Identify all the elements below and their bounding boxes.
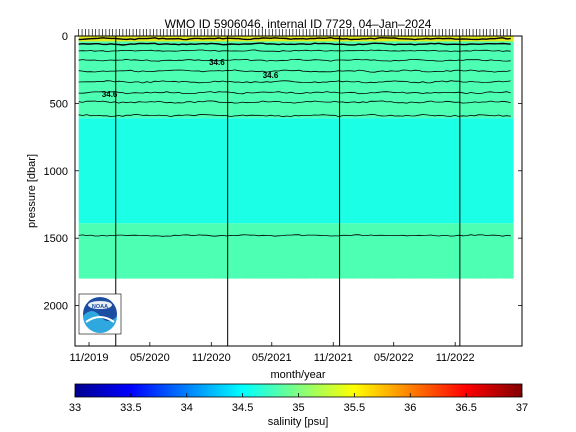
- x-tick-label: 11/2020: [192, 352, 231, 364]
- svg-text:NOAA: NOAA: [92, 304, 108, 310]
- contour-label: 34.6: [209, 58, 225, 67]
- isohaline: [78, 58, 511, 62]
- plot-area: 34.6 34.6 34.6: [75, 36, 522, 346]
- contour-labels: 34.6 34.6 34.6: [102, 58, 279, 99]
- colorbar-tick-label: 37: [516, 402, 528, 414]
- gap: [371, 278, 375, 290]
- y-tick-label: 2000: [44, 301, 68, 313]
- profile-markers: [78, 29, 511, 36]
- colorbar-tick-label: 33: [69, 402, 81, 414]
- x-axis: 11/2019 05/2020 11/2020 05/2021 11/2021 05/20…: [70, 342, 475, 364]
- isohaline: [78, 42, 511, 46]
- chart-title: WMO ID 5906046, internal ID 7729, 04–Jan…: [165, 17, 432, 31]
- isohaline: [78, 80, 511, 84]
- gap: [329, 278, 333, 290]
- salinity-zone: [78, 118, 514, 224]
- colorbar-tick-label: 35.5: [344, 402, 365, 414]
- x-tick-label: 11/2019: [70, 352, 109, 364]
- salinity-zone: [78, 36, 514, 119]
- salinity-field: [78, 36, 514, 279]
- x-tick-label: 11/2021: [314, 352, 353, 364]
- isohaline: [78, 49, 511, 53]
- y-tick-label: 500: [50, 98, 68, 110]
- gap: [429, 278, 433, 290]
- plot-frame: [74, 35, 523, 347]
- colorbar-tick-label: 34.5: [232, 402, 253, 414]
- x-tick-label: 05/2020: [130, 352, 170, 364]
- isohaline: [78, 91, 511, 95]
- gap: [498, 278, 503, 290]
- isohaline: [78, 234, 511, 237]
- y-tick-label: 1000: [44, 166, 68, 178]
- colorbar-tick-label: 35: [292, 402, 304, 414]
- gap: [286, 278, 289, 290]
- isohaline: [78, 36, 511, 41]
- gap: [396, 278, 401, 290]
- x-tick-label: 05/2022: [374, 352, 414, 364]
- isohaline: [78, 69, 511, 73]
- y-tick-label: 0: [62, 31, 68, 43]
- gap: [357, 278, 360, 290]
- colorbar-ticks: 33 33.5 34 34.5 35 35.5 36 36.5 37: [69, 393, 528, 414]
- y-axis-label: pressure [dbar]: [26, 154, 38, 228]
- gap: [239, 278, 243, 290]
- contour-label: 34.6: [102, 90, 118, 99]
- colorbar-tick-label: 34: [181, 402, 193, 414]
- colorbar-label: salinity [psu]: [268, 416, 329, 428]
- gap: [309, 278, 315, 290]
- isohaline: [78, 114, 511, 118]
- colorbar-tick-label: 36.5: [455, 402, 476, 414]
- gap: [419, 278, 423, 290]
- noaa-logo: NOAA: [78, 293, 122, 335]
- gap: [345, 278, 349, 290]
- cycle-lines: [115, 36, 461, 346]
- x-tick-label: 05/2021: [252, 352, 292, 364]
- missing-data-gaps: [210, 278, 503, 290]
- gap: [317, 278, 321, 290]
- isohaline: [78, 100, 511, 104]
- gap: [210, 278, 214, 290]
- colorbar-tick-label: 33.5: [120, 402, 141, 414]
- x-tick-label: 11/2022: [436, 352, 475, 364]
- colorbar-tick-label: 36: [404, 402, 416, 414]
- gap: [482, 278, 486, 290]
- isohaline-contours: [78, 36, 511, 237]
- y-axis: 0 500 1000 1500 2000: [44, 31, 522, 313]
- contour-label: 34.6: [263, 71, 279, 80]
- gap: [461, 278, 466, 290]
- y-tick-label: 1500: [44, 233, 68, 245]
- x-axis-label: month/year: [270, 369, 325, 381]
- salinity-zone: [78, 223, 514, 279]
